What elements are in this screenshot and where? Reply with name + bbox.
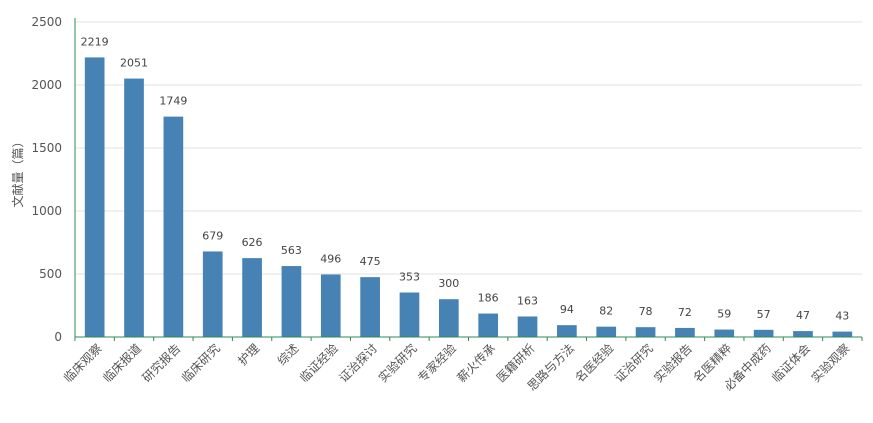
bar-value-label: 57	[757, 308, 771, 321]
bar	[124, 78, 144, 337]
bar-value-label: 59	[717, 308, 731, 321]
bar	[163, 116, 184, 337]
bar-value-label: 626	[242, 236, 263, 249]
y-tick-label: 2000	[31, 78, 62, 92]
x-tick-label: 证治研究	[611, 341, 656, 386]
x-tick-label: 临证体会	[769, 341, 813, 385]
x-tick-label: 研究报告	[139, 341, 184, 386]
x-tick-label: 证治探讨	[336, 341, 380, 385]
bar-value-label: 563	[281, 244, 302, 257]
bar	[202, 251, 223, 337]
bar-value-label: 2051	[120, 57, 148, 70]
bar-value-label: 496	[320, 253, 341, 266]
bar	[320, 274, 341, 337]
grid-lines	[75, 21, 862, 275]
axes	[74, 18, 863, 341]
x-tick-label: 薪火传承	[454, 341, 499, 386]
bar	[832, 331, 853, 337]
bar	[517, 316, 538, 337]
y-tick-label: 1500	[31, 141, 62, 155]
bar-value-label: 163	[517, 294, 538, 307]
bar	[399, 292, 420, 337]
y-tick-label: 2500	[31, 15, 62, 29]
bar-value-label: 1749	[159, 95, 187, 108]
bar	[438, 299, 459, 337]
y-tick-label: 1000	[31, 204, 62, 218]
x-tick-label: 实验研究	[375, 341, 420, 386]
x-tick-label: 综述	[275, 341, 302, 368]
y-axis-label: 文献量（篇）	[10, 135, 25, 207]
bar-value-label: 47	[796, 309, 810, 322]
bars	[84, 57, 853, 337]
bar-value-label: 353	[399, 271, 420, 284]
x-tick-label: 临床观察	[61, 341, 105, 385]
x-tick-label: 名医经验	[572, 341, 617, 386]
x-tick-label: 临床研究	[178, 341, 223, 386]
bar	[714, 329, 735, 337]
x-tick-label: 临证经验	[296, 341, 341, 386]
x-tick-label: 护理	[235, 341, 262, 368]
bar-value-label: 78	[639, 305, 653, 318]
bar	[557, 325, 577, 337]
bar-value-label: 186	[478, 292, 499, 305]
y-tick-label: 0	[54, 330, 62, 344]
bar-value-label: 94	[560, 303, 574, 316]
x-tick-label: 专家经验	[414, 341, 459, 386]
bar	[281, 266, 302, 337]
bar	[596, 326, 617, 337]
bar	[360, 277, 380, 337]
bar-value-label: 82	[599, 305, 613, 318]
bar	[675, 327, 695, 337]
bar-value-label: 300	[438, 277, 459, 290]
bar	[793, 331, 813, 337]
bar	[753, 329, 774, 337]
bar-value-label: 43	[835, 310, 849, 323]
bar-value-label: 2219	[81, 35, 109, 48]
bar	[635, 327, 656, 337]
bar	[478, 313, 499, 337]
bar-value-label: 475	[360, 255, 381, 268]
x-tick-label: 临床报道	[100, 341, 145, 386]
bar-value-label: 679	[202, 229, 223, 242]
x-tick-label: 实验报告	[650, 341, 695, 386]
bar	[84, 57, 105, 337]
bar	[242, 258, 262, 337]
x-tick-label: 实验观察	[808, 341, 853, 386]
bar-value-label: 72	[678, 306, 692, 319]
y-tick-label: 500	[39, 267, 62, 281]
